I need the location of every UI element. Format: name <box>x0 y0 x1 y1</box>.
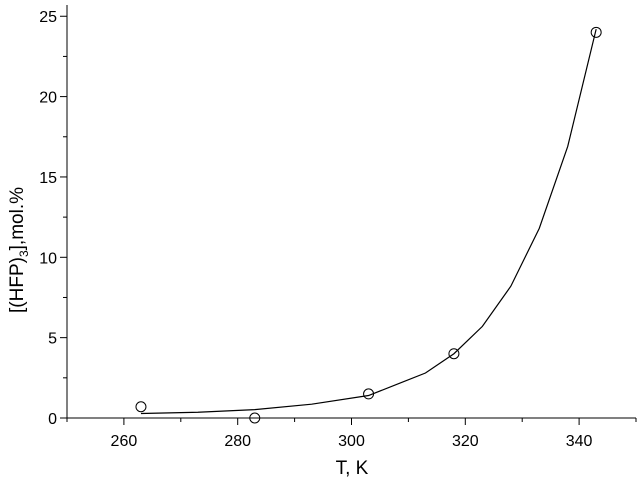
fit-line <box>140 28 597 415</box>
point <box>590 26 602 38</box>
y-tick-label: 0 <box>48 411 57 428</box>
point <box>448 348 460 360</box>
y-label-part: [(HFP) <box>7 257 28 313</box>
y-tick-label: 20 <box>39 90 57 107</box>
point <box>249 412 261 424</box>
point <box>135 401 147 413</box>
y-label-sub: 3 <box>17 250 31 257</box>
y-tick-label: 15 <box>39 170 57 187</box>
x-axis-label: T, K <box>336 458 369 479</box>
point <box>363 388 375 400</box>
x-tick-label: 320 <box>452 433 479 450</box>
y-tick-label: 25 <box>39 9 57 26</box>
y-tick-label: 5 <box>48 331 57 348</box>
x-tick-label: 280 <box>224 433 251 450</box>
y-axis-label: [(HFP)3],mol.% <box>7 187 31 313</box>
y-tick-label: 10 <box>39 250 57 267</box>
x-tick-label: 300 <box>338 433 365 450</box>
x-tick-label: 260 <box>111 433 138 450</box>
x-tick-label: 340 <box>566 433 593 450</box>
y-label-part: ],mol.% <box>7 187 28 250</box>
